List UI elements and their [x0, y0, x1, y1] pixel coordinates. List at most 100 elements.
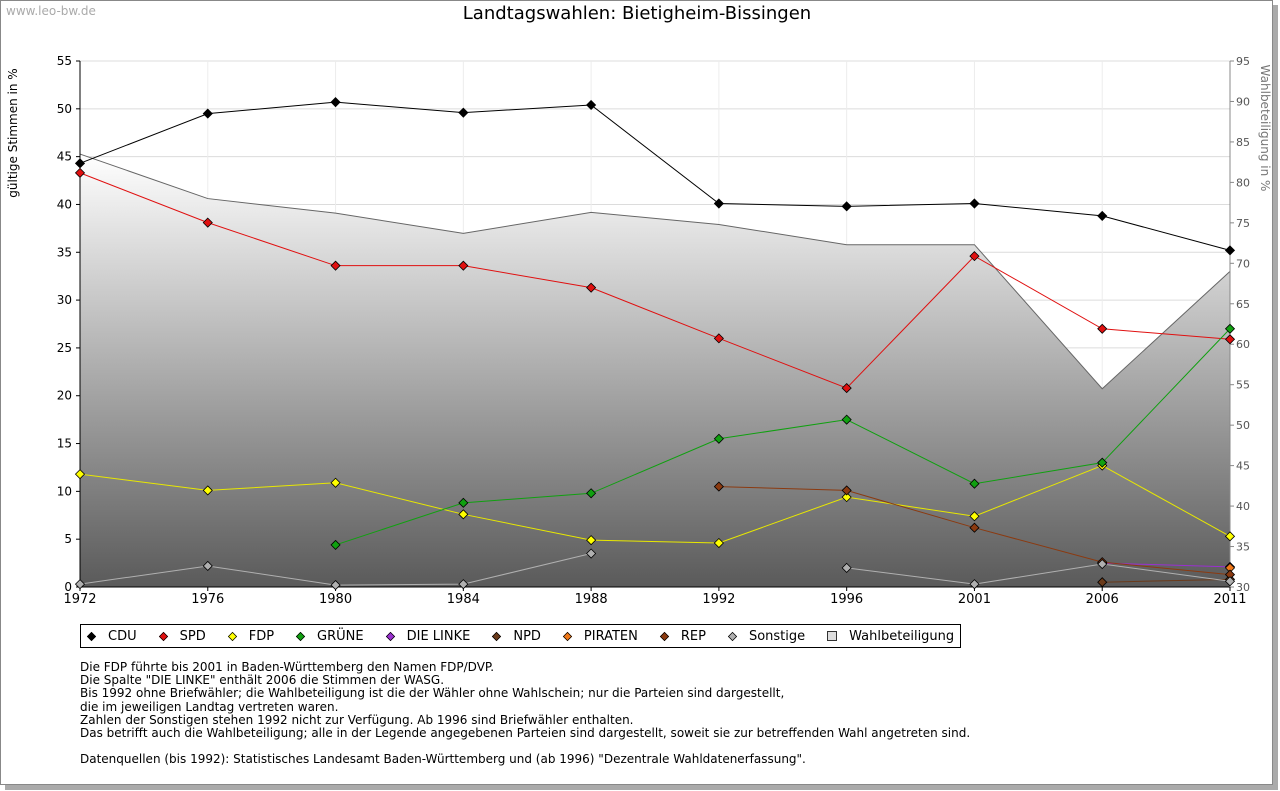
x-tick-label: 1976 — [191, 592, 224, 607]
note-line: Das betrifft auch die Wahlbeteiligung; a… — [80, 725, 971, 740]
legend-marker-rep — [659, 631, 669, 641]
turnout-area-fill — [80, 154, 1230, 588]
legend-label: CDU — [108, 628, 137, 644]
tick-labels: 0 5 10 15 20 25 30 35 40 45 50 55 30 35 40 45 50 55 60 65 70… — [57, 54, 1250, 607]
y-tick-label: 25 — [57, 341, 72, 355]
y2-tick-label: 80 — [1236, 176, 1250, 189]
y2-tick-label: 95 — [1236, 55, 1250, 68]
y-tick-label: 10 — [57, 484, 72, 498]
y-tick-label: 0 — [64, 580, 72, 594]
note-line: Bis 1992 ohne Briefwähler; die Wahlbetei… — [80, 686, 785, 701]
data-point-spd — [1097, 323, 1108, 334]
legend-marker-sonstige — [727, 631, 738, 641]
legend-marker-wahlbeteiligung — [827, 631, 838, 641]
series-line-sonstige — [846, 563, 1231, 585]
x-tick-label: 1984 — [447, 592, 480, 607]
data-point-spd — [458, 260, 469, 271]
data-point-rep — [713, 481, 724, 492]
x-tick-label: 1980 — [319, 592, 352, 607]
note-line: die im jeweiligen Landtag vertreten ware… — [80, 699, 339, 714]
data-point-fdp — [586, 535, 597, 546]
y2-tick-label: 90 — [1236, 95, 1250, 108]
data-point-fdp — [330, 477, 341, 488]
data-point-cdu — [1224, 245, 1236, 256]
legend-label: REP — [680, 628, 706, 644]
series-line-spd — [79, 172, 1231, 389]
data-point-sonstige — [1224, 576, 1236, 587]
data-point-gr-ne — [458, 497, 469, 508]
data-point-gr-ne — [330, 539, 341, 550]
legend-label: NPD — [513, 628, 541, 644]
data-point-sonstige — [969, 579, 980, 590]
data-point-spd — [586, 282, 597, 293]
legend-marker-piraten — [562, 631, 573, 641]
data-point-npd — [1097, 577, 1108, 588]
x-tick-label: 2006 — [1086, 592, 1119, 607]
x-tick-label: 2001 — [958, 592, 991, 607]
series-line-gr-ne — [335, 328, 1231, 546]
data-point-spd — [202, 217, 213, 228]
x-tick-label: 1988 — [575, 592, 608, 607]
data-point-spd — [713, 333, 724, 344]
data-point-spd — [1224, 334, 1236, 345]
y2-tick-label: 30 — [1236, 581, 1250, 594]
y2-tick-label: 35 — [1236, 541, 1250, 554]
data-point-spd — [841, 383, 852, 394]
data-point-gr-ne — [713, 433, 724, 444]
legend-label: DIE LINKE — [406, 628, 471, 644]
data-point-fdp — [969, 511, 980, 522]
legend-label: PIRATEN — [583, 628, 638, 644]
data-point-gr-ne — [1097, 457, 1108, 468]
x-tick-label: 2011 — [1213, 592, 1246, 607]
y2-tick-label: 60 — [1236, 338, 1250, 351]
y2-tick-label: 65 — [1236, 298, 1250, 311]
data-point-fdp — [74, 469, 86, 480]
legend-label: GRÜNE — [317, 628, 364, 644]
y2-axis-label: Wahlbeteiligung in % — [1258, 65, 1272, 192]
data-point-cdu — [330, 97, 341, 108]
turnout-area — [79, 153, 1231, 588]
y-tick-label: 20 — [57, 389, 72, 403]
y2-tick-label: 70 — [1236, 257, 1250, 270]
data-point-cdu — [202, 108, 213, 119]
chart-plot: 0 5 10 15 20 25 30 35 40 45 50 55 30 35 40 45 50 55 60 65 70… — [6, 54, 1272, 607]
y2-tick-label: 55 — [1236, 379, 1250, 392]
data-point-spd — [330, 260, 341, 271]
legend-item-fdp: FDP — [227, 629, 274, 644]
legend-label: SPD — [179, 628, 206, 644]
data-point-cdu — [458, 107, 469, 118]
data-point-fdp — [458, 509, 469, 520]
data-point-sonstige — [202, 560, 213, 572]
series-line-npd — [1102, 578, 1231, 583]
data-point-cdu — [1097, 210, 1108, 221]
y-tick-label: 15 — [57, 437, 72, 451]
legend-item-die-linke: DIE LINKE — [385, 628, 471, 644]
legend-item-spd: SPD — [158, 628, 206, 644]
notes: Die FDP führte bis 2001 in Baden-Württem… — [80, 660, 971, 740]
data-point-sonstige — [841, 562, 852, 573]
data-point-fdp — [841, 492, 852, 503]
data-point-cdu — [713, 198, 724, 209]
data-point-fdp — [713, 537, 724, 549]
data-point-sonstige — [586, 548, 597, 559]
legend: CDU SPD FDP GRÜNE DIE LINKE NPD PIRATEN REP Sons… — [80, 624, 962, 648]
y-axis-label: gültige Stimmen in % — [6, 68, 20, 197]
watermark: www.leo-bw.de — [6, 4, 96, 18]
y-tick-label: 30 — [57, 293, 72, 307]
data-point-rep — [969, 522, 980, 533]
data-point-spd — [74, 167, 86, 178]
y-tick-label: 55 — [57, 54, 72, 68]
source-note: Datenquellen (bis 1992): Statistisches L… — [80, 752, 806, 766]
y-tick-label: 5 — [64, 532, 72, 546]
turnout-line — [79, 153, 1231, 390]
legend-marker-npd — [492, 631, 502, 641]
y2-tick-label: 85 — [1236, 136, 1250, 149]
data-point-cdu — [586, 99, 597, 111]
legend-label: Wahlbeteiligung — [849, 628, 955, 644]
x-tick-label: 1972 — [63, 592, 96, 607]
y2-tick-label: 40 — [1236, 500, 1250, 513]
data-point-fdp — [1224, 531, 1236, 542]
y-tick-label: 35 — [57, 245, 72, 259]
legend-marker-fdp — [227, 631, 237, 641]
data-point-sonstige — [330, 580, 341, 591]
